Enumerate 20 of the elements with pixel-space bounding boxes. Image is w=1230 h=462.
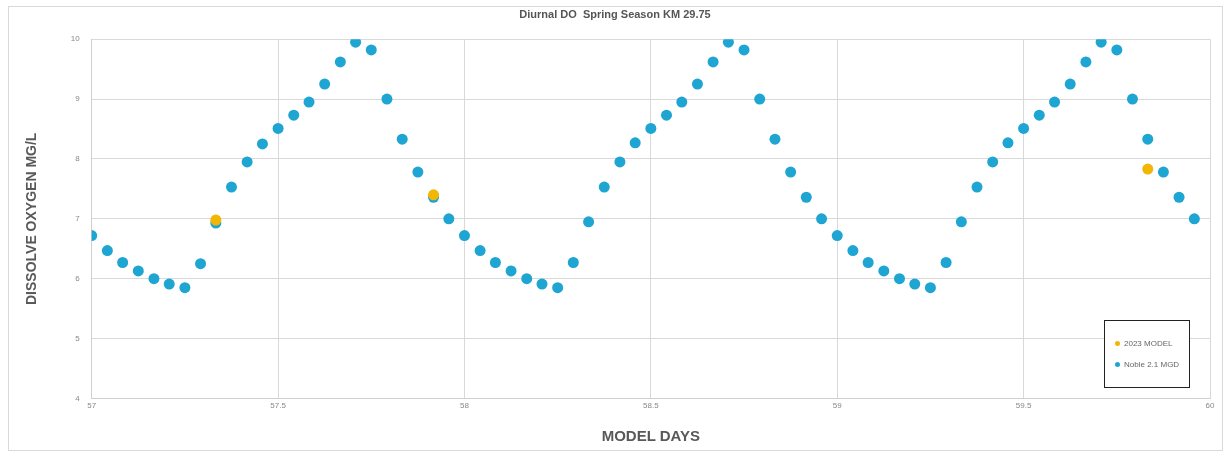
chart-title: Diurnal DO Spring Season KM 29.75 — [519, 7, 711, 20]
legend-label: 2023 MODEL — [1124, 339, 1173, 349]
x-tick-label: 59.5 — [1015, 401, 1032, 411]
y-tick-label: 9 — [75, 94, 81, 104]
x-tick-label: 57.5 — [270, 401, 287, 411]
x-tick-label: 58.5 — [643, 401, 660, 411]
y-tick-label: 8 — [75, 154, 81, 164]
x-tick-label: 58 — [460, 401, 470, 411]
x-tick-label: 57 — [87, 401, 97, 411]
y-tick-label: 4 — [75, 393, 81, 403]
x-axis-title: MODEL DAYS — [601, 427, 701, 445]
y-tick-label: 5 — [75, 333, 81, 343]
y-tick-label: 6 — [75, 273, 81, 283]
x-tick-label: 60 — [1205, 401, 1215, 411]
y-tick-label: 7 — [75, 214, 81, 223]
y-axis-title: DISSOLVE OXYGEN MG/L — [23, 132, 40, 306]
y-tick-label: 10 — [70, 34, 81, 44]
point — [1142, 163, 1154, 175]
x-tick-label: 59 — [832, 401, 843, 411]
legend-label: Noble 2.1 MGD — [1124, 360, 1180, 370]
